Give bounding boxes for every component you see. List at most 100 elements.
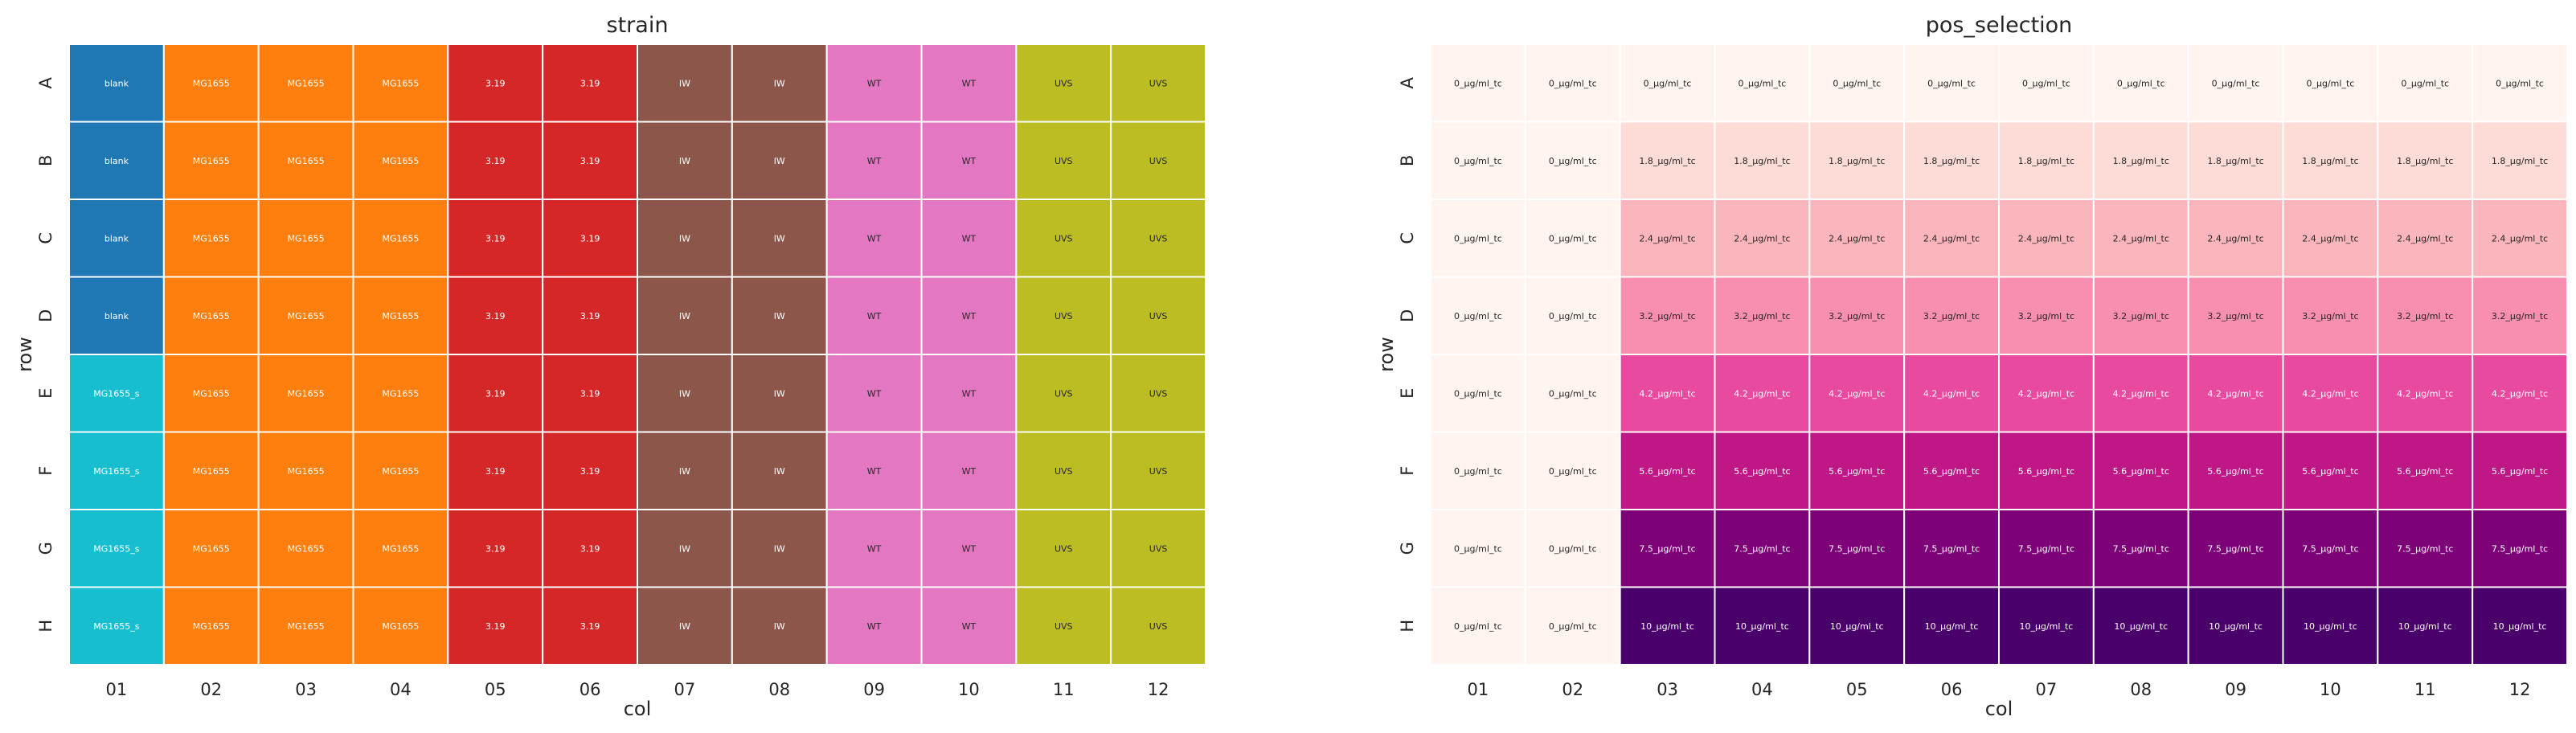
cell-label: 5.6_µg/ml_tc bbox=[2397, 466, 2453, 477]
cell-label: 10_µg/ml_tc bbox=[2398, 621, 2452, 632]
cell-label: 7.5_µg/ml_tc bbox=[2113, 543, 2169, 554]
heatmap-cell bbox=[2377, 586, 2474, 665]
heatmap-cell bbox=[1524, 586, 1621, 665]
heatmap-cell bbox=[1015, 586, 1112, 665]
x-tick-label: 01 bbox=[1468, 680, 1489, 699]
heatmap-cell bbox=[2377, 199, 2474, 278]
x-tick-label: 03 bbox=[295, 680, 317, 699]
x-tick-label: 10 bbox=[2320, 680, 2341, 699]
heatmap-cell bbox=[2187, 586, 2284, 665]
heatmap-cell bbox=[1015, 276, 1112, 355]
heatmap-cell bbox=[2472, 276, 2569, 355]
heatmap-cell bbox=[68, 431, 165, 510]
heatmap-cell bbox=[1430, 431, 1526, 510]
cell-label: UVS bbox=[1149, 621, 1168, 632]
heatmap-cell bbox=[542, 43, 639, 123]
heatmap-cell bbox=[637, 586, 733, 665]
heatmap-cell bbox=[1808, 121, 1906, 200]
heatmap-cell bbox=[352, 509, 449, 588]
cell-label: 3.19 bbox=[580, 621, 600, 632]
cell-label: 2.4_µg/ml_tc bbox=[1829, 233, 1885, 244]
cell-label: UVS bbox=[1055, 466, 1073, 477]
heatmap-cell bbox=[1903, 354, 2001, 433]
cell-label: 3.19 bbox=[485, 156, 506, 166]
cell-label: 1.8_µg/ml_tc bbox=[1923, 156, 1980, 166]
x-tick-label: 11 bbox=[2414, 680, 2436, 699]
cell-label: blank bbox=[104, 156, 129, 166]
cell-label: IW bbox=[774, 78, 785, 88]
cell-label: IW bbox=[774, 388, 785, 399]
x-axis-label: col bbox=[624, 698, 652, 720]
heatmap-cell bbox=[1524, 121, 1621, 200]
heatmap-cell bbox=[2282, 509, 2379, 588]
cell-label: IW bbox=[679, 311, 690, 321]
cell-label: 0_µg/ml_tc bbox=[1738, 78, 1787, 88]
heatmap-cell bbox=[1524, 43, 1621, 123]
heatmap-cell bbox=[1430, 43, 1526, 123]
cell-label: 0_µg/ml_tc bbox=[2117, 78, 2165, 88]
y-axis-label: row bbox=[1375, 337, 1398, 372]
heatmap-cell bbox=[2472, 199, 2569, 278]
cell-label: 0_µg/ml_tc bbox=[1454, 233, 1502, 244]
heatmap-cell bbox=[637, 354, 733, 433]
x-tick-label: 04 bbox=[1751, 680, 1773, 699]
heatmap-cell bbox=[2187, 509, 2284, 588]
heatmap-cell bbox=[542, 354, 639, 433]
cell-label: UVS bbox=[1149, 543, 1168, 554]
heatmap-cell bbox=[920, 431, 1018, 510]
heatmap-cell bbox=[1524, 276, 1621, 355]
cell-label: 3.2_µg/ml_tc bbox=[2492, 311, 2548, 321]
heatmap-cell bbox=[2472, 43, 2569, 123]
cell-label: MG1655 bbox=[193, 156, 230, 166]
cell-label: 0_µg/ml_tc bbox=[2401, 78, 2449, 88]
y-tick-label: H bbox=[1398, 620, 1417, 633]
cell-label: WT bbox=[867, 233, 882, 244]
cell-label: 0_µg/ml_tc bbox=[1454, 621, 1502, 632]
cell-label: MG1655 bbox=[382, 78, 419, 88]
heatmap-cell bbox=[2282, 431, 2379, 510]
cell-label: 0_µg/ml_tc bbox=[1454, 311, 1502, 321]
cell-label: WT bbox=[962, 156, 977, 166]
x-tick-label: 02 bbox=[200, 680, 222, 699]
chart-title: pos_selection bbox=[1926, 13, 2073, 38]
cell-label: MG1655 bbox=[382, 233, 419, 244]
heatmap-cell bbox=[162, 586, 260, 665]
heatmap-cell bbox=[162, 354, 260, 433]
cell-label: MG1655 bbox=[288, 388, 325, 399]
heatmap-cell bbox=[447, 199, 544, 278]
heatmap-cells: blank MG1655 MG1655 MG1655 3.19 3.19 IW IW WT WT U… bbox=[68, 43, 1206, 665]
heatmap-cell bbox=[1903, 43, 2001, 123]
cell-label: 0_µg/ml_tc bbox=[1549, 311, 1597, 321]
cell-label: WT bbox=[962, 621, 977, 632]
x-tick-label: 01 bbox=[106, 680, 128, 699]
cell-label: UVS bbox=[1149, 78, 1168, 88]
cell-label: 3.2_µg/ml_tc bbox=[2113, 311, 2169, 321]
heatmap-cell bbox=[2472, 586, 2569, 665]
cell-label: MG1655 bbox=[288, 466, 325, 477]
x-tick-label: 02 bbox=[1562, 680, 1583, 699]
cell-label: 3.19 bbox=[580, 388, 600, 399]
y-tick-label: D bbox=[1398, 309, 1417, 322]
cell-label: WT bbox=[867, 466, 882, 477]
cell-label: 5.6_µg/ml_tc bbox=[2207, 466, 2263, 477]
cell-label: 2.4_µg/ml_tc bbox=[2207, 233, 2263, 244]
heatmap-cell bbox=[542, 509, 639, 588]
cell-label: 0_µg/ml_tc bbox=[1644, 78, 1692, 88]
cell-label: 3.2_µg/ml_tc bbox=[2207, 311, 2263, 321]
cell-label: MG1655 bbox=[193, 311, 230, 321]
cell-label: 1.8_µg/ml_tc bbox=[2207, 156, 2263, 166]
heatmap-cell bbox=[257, 509, 354, 588]
heatmap-cell bbox=[1998, 354, 2095, 433]
cell-label: 0_µg/ml_tc bbox=[1549, 156, 1597, 166]
y-tick-label: H bbox=[36, 620, 55, 633]
cell-label: 1.8_µg/ml_tc bbox=[1734, 156, 1790, 166]
cell-label: 1.8_µg/ml_tc bbox=[2492, 156, 2548, 166]
heatmap-cell bbox=[1110, 199, 1206, 278]
cell-label: 7.5_µg/ml_tc bbox=[2302, 543, 2358, 554]
heatmap-cell bbox=[447, 586, 544, 665]
cell-label: MG1655 bbox=[193, 78, 230, 88]
heatmap-cell bbox=[1430, 199, 1526, 278]
cell-label: 2.4_µg/ml_tc bbox=[1923, 233, 1980, 244]
heatmap-cell bbox=[1619, 586, 1716, 665]
heatmap-cell bbox=[920, 509, 1018, 588]
